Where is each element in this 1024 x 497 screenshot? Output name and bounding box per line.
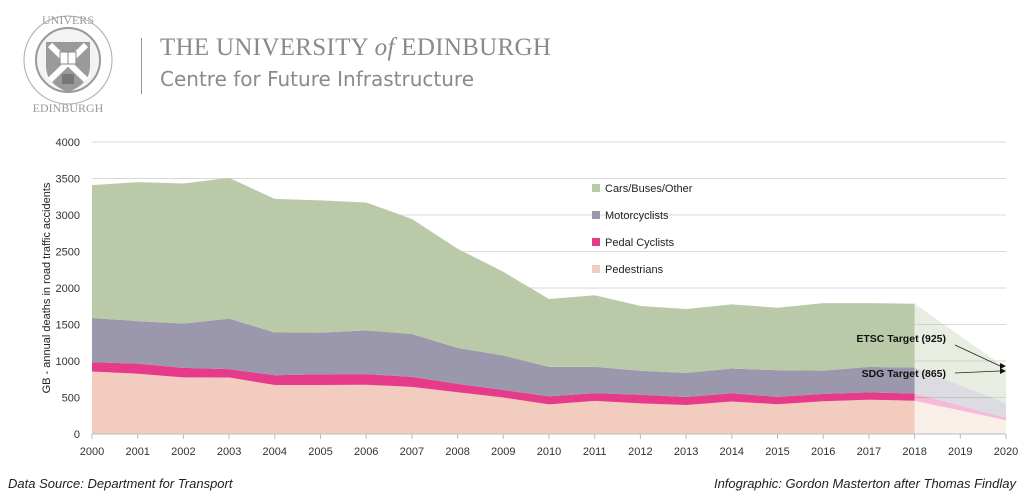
university-name: THE UNIVERSITY of EDINBURGH	[160, 34, 552, 61]
area-motorcyclists	[92, 318, 915, 397]
x-tick-label: 2004	[263, 446, 287, 458]
arrow-head-icon	[1000, 368, 1006, 374]
projection-cars-buses-other	[914, 303, 1006, 404]
data-source: Data Source: Department for Transport	[8, 476, 233, 491]
x-tick-label: 2011	[583, 446, 607, 458]
y-axis-label: GB - annual deaths in road traffic accid…	[41, 182, 53, 393]
x-tick-label: 2000	[80, 446, 104, 458]
x-tick-label: 2003	[217, 446, 241, 458]
legend-label: Cars/Buses/Other	[605, 183, 693, 195]
projection-motorcyclists	[914, 367, 1006, 418]
x-tick-label: 2008	[445, 446, 469, 458]
x-tick-label: 2007	[400, 446, 424, 458]
x-tick-label: 2020	[994, 446, 1018, 458]
x-tick-label: 2014	[720, 446, 744, 458]
x-tick-label: 2012	[628, 446, 652, 458]
y-tick-label: 3500	[56, 174, 80, 186]
arrow-head-icon	[1000, 363, 1006, 369]
annotation-arrow	[954, 370, 1001, 374]
x-tick-label: 2016	[811, 446, 835, 458]
y-tick-label: 1500	[56, 320, 80, 332]
x-tick-label: 2010	[537, 446, 561, 458]
x-tick-label: 2017	[857, 446, 881, 458]
legend-swatch	[592, 184, 600, 192]
y-tick-label: 1000	[56, 356, 80, 368]
y-tick-label: 2000	[56, 283, 80, 295]
projection-pedestrians	[914, 400, 1006, 434]
university-crest-logo: UNIVERS EDINBURGH	[23, 13, 113, 115]
y-tick-label: 2500	[56, 247, 80, 259]
y-tick-label: 500	[62, 393, 80, 405]
projection-pedal-cyclists	[914, 393, 1006, 421]
annotation-arrow	[954, 344, 1001, 367]
area-pedestrians	[92, 371, 915, 434]
legend-swatch	[592, 265, 600, 273]
x-tick-label: 2001	[125, 446, 149, 458]
svg-text:EDINBURGH: EDINBURGH	[33, 101, 104, 115]
area-cars-buses-other	[92, 177, 915, 373]
target-annotation: SDG Target (865)	[862, 368, 946, 380]
y-tick-label: 4000	[56, 137, 80, 149]
svg-text:UNIVERS: UNIVERS	[42, 13, 94, 27]
legend-label: Motorcyclists	[605, 210, 669, 222]
x-tick-label: 2005	[308, 446, 332, 458]
infographic-credit: Infographic: Gordon Masterton after Thom…	[713, 476, 1016, 491]
y-tick-label: 3000	[56, 210, 80, 222]
x-tick-label: 2018	[902, 446, 926, 458]
y-tick-label: 0	[74, 429, 80, 441]
legend-label: Pedestrians	[605, 264, 664, 276]
header-divider	[141, 38, 142, 94]
legend-swatch	[592, 238, 600, 246]
x-tick-label: 2009	[491, 446, 515, 458]
legend-swatch	[592, 211, 600, 219]
x-tick-label: 2013	[674, 446, 698, 458]
centre-name: Centre for Future Infrastructure	[160, 67, 474, 91]
area-pedal-cyclists	[92, 362, 915, 405]
target-annotation: ETSC Target (925)	[856, 333, 946, 345]
x-tick-label: 2019	[948, 446, 972, 458]
legend-label: Pedal Cyclists	[605, 237, 675, 249]
x-tick-label: 2002	[171, 446, 195, 458]
x-tick-label: 2015	[765, 446, 789, 458]
x-tick-label: 2006	[354, 446, 378, 458]
